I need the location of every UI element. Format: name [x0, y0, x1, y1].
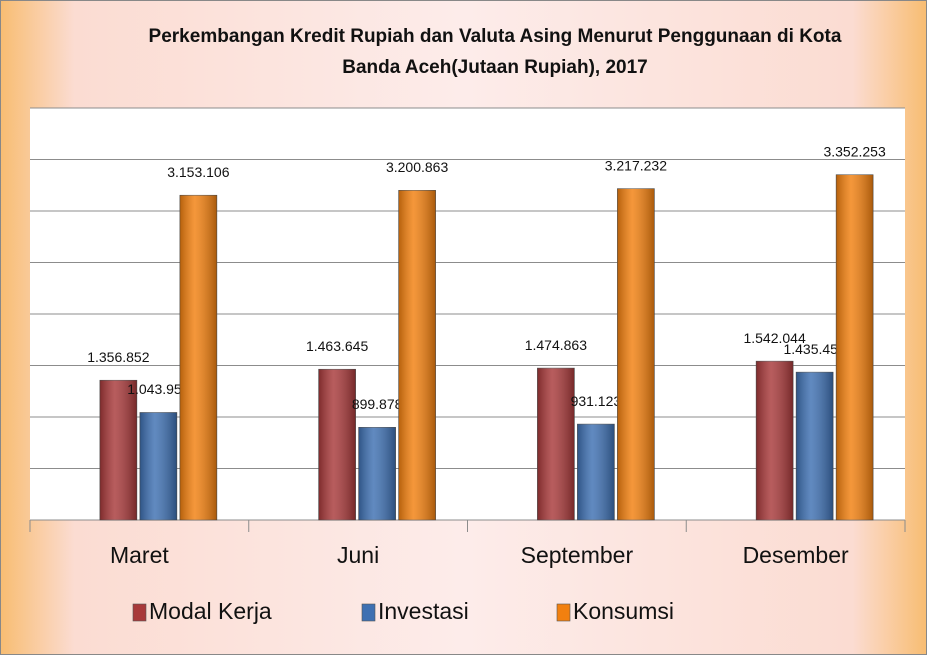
value-label: 3.352.253	[823, 143, 885, 159]
bar-shade	[796, 372, 834, 520]
x-tick-label: September	[521, 542, 634, 568]
value-label: 1.474.863	[525, 337, 587, 353]
bar-shade	[617, 188, 655, 520]
legend-label: Modal Kerja	[149, 598, 272, 624]
value-label: 1.435.451	[783, 341, 845, 357]
value-label: 3.217.232	[605, 157, 667, 173]
bar-shade	[358, 427, 396, 520]
bar-shade	[537, 368, 575, 520]
bar-shade	[139, 412, 177, 520]
legend-swatch	[132, 603, 147, 622]
value-label: 899.878	[352, 396, 403, 412]
bar-shade	[99, 380, 137, 520]
bar-shade	[398, 190, 436, 521]
legend-swatch	[556, 603, 571, 622]
legend-swatch	[361, 603, 376, 622]
value-label: 3.153.106	[167, 164, 229, 180]
chart-subtitle: Banda Aceh(Jutaan Rupiah), 2017	[342, 57, 647, 78]
bar-shade	[577, 424, 615, 520]
bar-shade	[756, 361, 794, 520]
bar-shade	[179, 195, 217, 520]
value-label: 1.043.959	[127, 381, 189, 397]
bar-shade	[318, 369, 356, 520]
value-label: 1.463.645	[306, 338, 368, 354]
value-label: 3.200.863	[386, 159, 448, 175]
value-label: 931.123	[571, 393, 622, 409]
chart-title: Perkembangan Kredit Rupiah dan Valuta As…	[149, 26, 842, 47]
value-label: 1.542.044	[743, 330, 805, 346]
value-label: 1.356.852	[87, 349, 149, 365]
bar-shade	[836, 174, 874, 520]
x-tick-label: Maret	[110, 542, 169, 568]
legend-label: Konsumsi	[573, 598, 674, 624]
x-tick-label: Desember	[743, 542, 849, 568]
x-tick-label: Juni	[337, 542, 379, 568]
legend-label: Investasi	[378, 598, 469, 624]
